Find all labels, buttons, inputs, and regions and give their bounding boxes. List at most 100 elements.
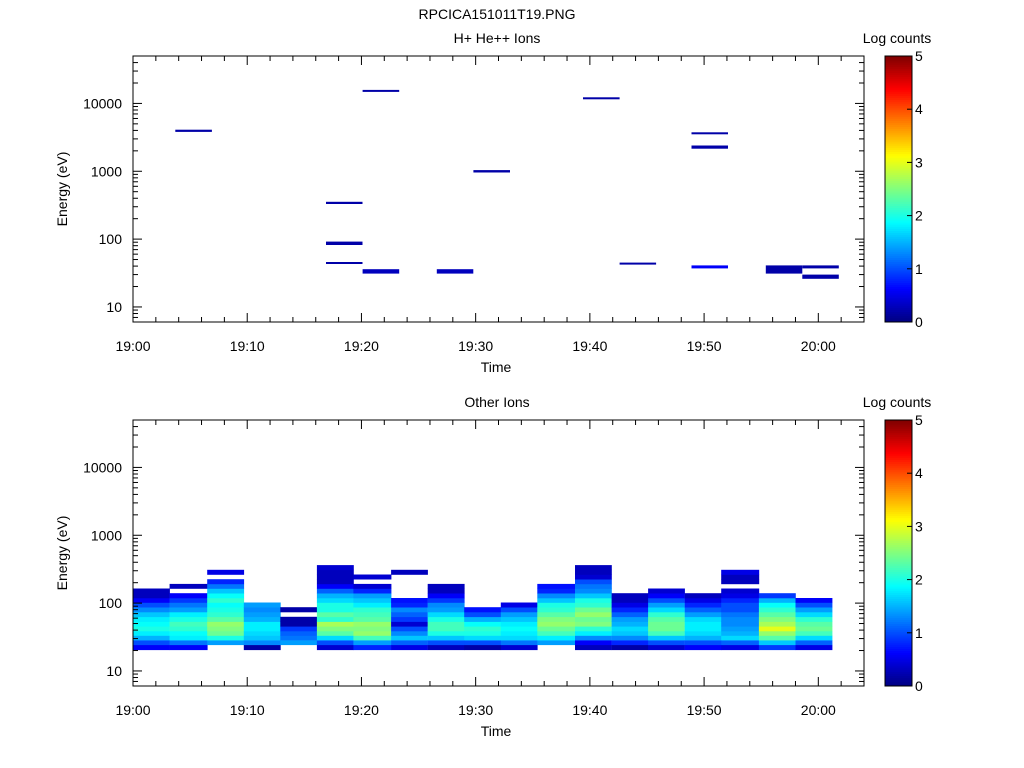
heatmap-cell xyxy=(353,635,392,641)
colorbar-segment xyxy=(885,542,912,546)
colorbar-segment xyxy=(885,525,912,529)
colorbar-segment xyxy=(885,428,912,431)
heatmap-cell xyxy=(537,621,576,627)
heatmap-cell xyxy=(691,145,728,149)
colorbar-segment xyxy=(885,68,912,71)
heatmap-cell xyxy=(427,607,465,613)
heatmap-cell xyxy=(758,602,796,608)
colorbar-segment xyxy=(885,681,912,685)
heatmap-cell xyxy=(316,644,354,651)
colorbar-segment xyxy=(885,186,912,190)
colorbar-segment xyxy=(885,588,912,591)
colorbar-segment xyxy=(885,211,912,215)
colorbar-segment xyxy=(885,151,912,155)
heatmap-cell xyxy=(758,626,796,632)
colorbar-segment xyxy=(885,594,912,598)
colorbar-segment xyxy=(885,648,912,652)
colorbar-segment xyxy=(885,174,912,177)
heatmap-cell xyxy=(280,640,318,646)
colorbar-segment xyxy=(885,663,912,666)
heatmap-cell xyxy=(464,635,502,641)
colorbar-segment xyxy=(885,286,912,290)
colorbar-segment xyxy=(885,629,912,633)
colorbar-segment xyxy=(885,661,912,664)
colorbar-segment xyxy=(885,494,912,498)
colorbar-segment xyxy=(885,147,912,150)
colorbar-segment xyxy=(885,488,912,492)
colorbar-segment xyxy=(885,176,912,180)
heatmap-cell xyxy=(648,640,685,646)
heatmap-cell xyxy=(316,565,354,571)
colorbar-segment xyxy=(885,671,912,674)
heatmap-cell xyxy=(684,598,722,603)
heatmap-cell xyxy=(802,265,839,269)
colorbar-segment xyxy=(885,234,912,238)
colorbar-segment xyxy=(885,469,912,473)
heatmap-cell xyxy=(721,644,760,651)
colorbar-segment xyxy=(885,463,912,467)
colorbar-segment xyxy=(885,280,912,283)
heatmap-cell xyxy=(500,626,538,632)
heatmap-cell xyxy=(353,574,392,580)
colorbar-segment xyxy=(885,128,912,132)
colorbar-segment xyxy=(885,220,912,223)
heatmap-cell xyxy=(500,612,538,618)
x-tick-label: 19:40 xyxy=(572,702,607,718)
y-tick-label: 100 xyxy=(99,231,123,247)
colorbar-segment xyxy=(885,261,912,265)
colorbar-segment xyxy=(885,114,912,117)
heatmap-cell xyxy=(427,583,465,589)
colorbar-segment xyxy=(885,207,912,211)
heatmap-cell xyxy=(353,640,392,646)
heatmap-cell xyxy=(721,635,760,641)
heatmap-cell xyxy=(795,598,833,603)
heatmap-cell xyxy=(427,621,465,627)
heatmap-cell xyxy=(684,612,722,618)
y-tick-label: 10 xyxy=(106,299,122,315)
heatmap-cell xyxy=(721,574,760,580)
colorbar-segment xyxy=(885,58,912,61)
colorbar-segment xyxy=(885,613,912,616)
heatmap-cell xyxy=(353,621,392,627)
heatmap-cell xyxy=(207,626,245,632)
colorbar-segment xyxy=(885,116,912,119)
heatmap-cell xyxy=(207,631,245,636)
colorbar-segment xyxy=(885,87,912,90)
panel-title: Other Ions xyxy=(464,394,529,410)
heatmap-cell xyxy=(758,612,796,618)
colorbar-tick-label: 4 xyxy=(915,465,923,481)
heatmap-cell xyxy=(575,631,612,636)
colorbar-segment xyxy=(885,276,912,279)
colorbar-segment xyxy=(885,503,912,506)
colorbar-segment xyxy=(885,650,912,654)
colorbar-segment xyxy=(885,442,912,446)
colorbar-segment xyxy=(885,634,912,637)
heatmap-cell xyxy=(427,631,465,636)
y-tick-label: 10000 xyxy=(83,95,122,111)
heatmap-cell xyxy=(243,644,281,651)
heatmap-cell xyxy=(280,621,318,627)
colorbar-segment xyxy=(885,232,912,236)
heatmap-cell xyxy=(575,574,612,580)
heatmap-cell xyxy=(583,97,620,100)
colorbar-segment xyxy=(885,307,912,310)
colorbar-segment xyxy=(885,60,912,63)
heatmap-cell xyxy=(648,612,685,618)
x-tick-label: 20:00 xyxy=(801,338,836,354)
colorbar-segment xyxy=(885,604,912,608)
colorbar-segment xyxy=(885,471,912,475)
colorbar-segment xyxy=(885,548,912,552)
colorbar-segment xyxy=(885,642,912,645)
colorbar-segment xyxy=(885,107,912,111)
heatmap-cell xyxy=(648,621,685,627)
heatmap-cell xyxy=(391,616,428,622)
heatmap-cell xyxy=(175,129,212,132)
colorbar-tick-label: 2 xyxy=(915,208,923,224)
colorbar-segment xyxy=(885,137,912,140)
colorbar-segment xyxy=(885,465,912,469)
heatmap-cell xyxy=(169,640,208,646)
x-tick-label: 19:10 xyxy=(230,702,265,718)
colorbar-segment xyxy=(885,509,912,512)
heatmap-cell xyxy=(133,598,170,603)
